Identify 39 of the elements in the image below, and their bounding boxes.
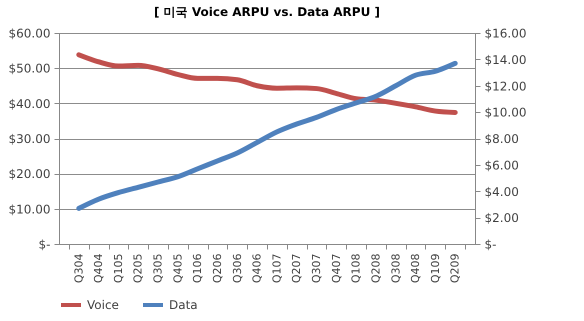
x-tick-label: Q206 (210, 254, 224, 284)
x-tick-label: Q106 (191, 254, 204, 284)
y2-tick-label: $12.00 (484, 79, 526, 94)
chart-title: [ 미국 Voice ARPU vs. Data ARPU ] (154, 5, 380, 19)
x-tick-label: Q306 (230, 254, 244, 284)
x-tick-label: Q305 (152, 254, 165, 284)
x-tick-label: Q207 (290, 254, 304, 284)
x-tick-label: Q406 (250, 254, 264, 284)
y-tick-label: $10.00 (8, 202, 50, 216)
y-tick-label: $- (38, 238, 50, 252)
y2-tick-label: $10.00 (484, 106, 526, 120)
x-tick-label: Q105 (112, 254, 125, 284)
y-tick-label: $50.00 (8, 62, 50, 76)
legend-label: Data (169, 298, 198, 312)
y2-tick-label: $16.00 (484, 26, 526, 40)
x-tick-label: Q307 (310, 254, 324, 284)
y-tick-label: $30.00 (8, 132, 50, 146)
x-tick-label: Q107 (270, 254, 284, 284)
x-tick-label: Q208 (369, 254, 382, 284)
y2-tick-label: $4.00 (484, 184, 519, 199)
x-tick-label: Q304 (72, 254, 86, 284)
y-tick-label: $60.00 (8, 26, 50, 40)
legend-label: Voice (87, 298, 119, 312)
y2-tick-label: $- (484, 238, 496, 252)
x-tick-label: Q407 (330, 254, 343, 284)
y-tick-label: $20.00 (8, 167, 50, 182)
x-tick-label: Q209 (448, 254, 462, 284)
x-tick-label: Q205 (132, 254, 145, 284)
y2-tick-label: $8.00 (484, 132, 519, 146)
y2-tick-label: $2.00 (484, 211, 519, 226)
y2-tick-label: $6.00 (484, 158, 519, 172)
x-tick-label: Q308 (389, 254, 402, 284)
x-tick-label: Q405 (171, 254, 184, 284)
x-tick-label: Q108 (350, 254, 363, 284)
y2-tick-label: $14.00 (484, 52, 526, 67)
x-tick-label: Q404 (92, 254, 106, 284)
x-tick-label: Q408 (409, 254, 422, 284)
y-tick-label: $40.00 (8, 96, 50, 111)
x-tick-label: Q109 (428, 254, 442, 284)
